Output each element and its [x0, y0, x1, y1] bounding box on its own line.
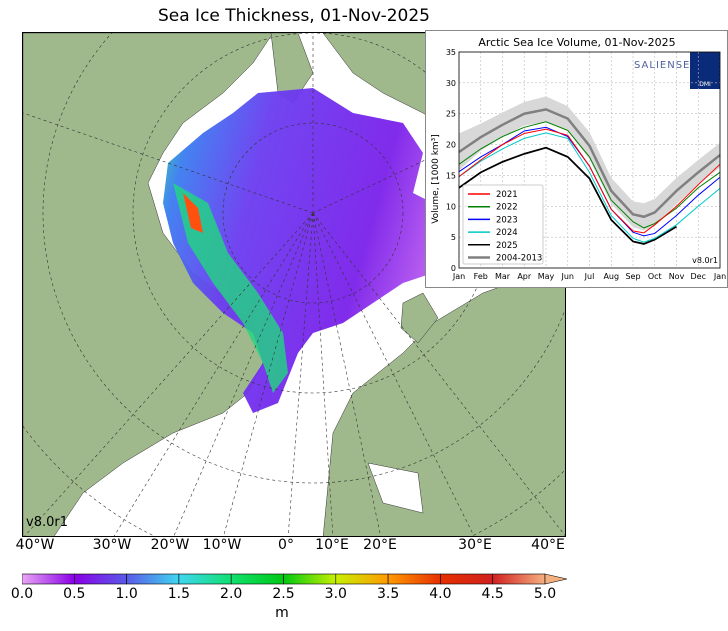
colorbar-extend-arrow: [544, 573, 568, 585]
x-tick-label: May: [538, 272, 555, 281]
lon-label: 20°E: [363, 537, 397, 553]
thick-ice-band: [173, 183, 288, 393]
series-line-2021: [458, 128, 721, 234]
colorbar-tick-label: 0.5: [63, 586, 86, 602]
volume-chart-svg: Arctic Sea Ice Volume, 01-Nov-2025 Volum…: [431, 36, 726, 281]
series-line-2024: [458, 132, 721, 243]
colorbar-segment: [230, 573, 284, 585]
map-title: Sea Ice Thickness, 01-Nov-2025: [157, 6, 430, 26]
land-white-sea: [367, 462, 424, 514]
colorbar-segment: [22, 573, 75, 585]
legend-label: 2021: [496, 190, 518, 200]
colorbar-tick-label: 1.0: [115, 586, 138, 602]
colorbar-tick-label: 3.5: [376, 586, 400, 602]
colorbar-segment: [387, 573, 441, 585]
x-tick-label: Sep: [625, 272, 640, 281]
colorbar-segment: [178, 573, 232, 585]
series-line-2004-2013: [458, 108, 721, 219]
map-version-label: v8.0r1: [26, 515, 68, 530]
y-tick-label: 20: [446, 141, 456, 150]
x-tick-label: Aug: [603, 272, 619, 281]
legend-label: 2025: [496, 241, 518, 251]
colorbar-segment: [492, 573, 546, 585]
colorbar: [22, 573, 568, 585]
x-tick-label: Oct: [648, 272, 662, 281]
x-tick-label: Jul: [584, 272, 595, 281]
chart-title: Arctic Sea Ice Volume, 01-Nov-2025: [478, 36, 675, 49]
x-tick-label: Nov: [669, 272, 685, 281]
lon-label: 40°W: [15, 537, 55, 553]
legend-label: 2004-2013: [496, 254, 542, 264]
colorbar-segment: [126, 573, 180, 585]
x-tick-label: Mar: [495, 272, 511, 281]
x-tick-label: Dec: [691, 272, 706, 281]
sea-ice-extent: [163, 88, 463, 413]
y-tick-label: 10: [446, 202, 456, 211]
y-tick-label: 5: [451, 233, 456, 242]
lon-label: 40°E: [531, 537, 565, 553]
colorbar-tick-label: 4.5: [481, 586, 504, 602]
colorbar-tick-label: 5.0: [533, 586, 557, 602]
salienseas-logo: SALIENSEAS: [634, 60, 706, 71]
chart-version: v8.0r1: [692, 256, 718, 265]
y-tick-label: 25: [446, 110, 456, 119]
x-tick-label: Apr: [517, 272, 532, 281]
dmi-logo-text: DMI: [699, 81, 711, 88]
land-svalbard: [400, 292, 439, 344]
colorbar-segment: [73, 573, 127, 585]
legend-label: 2022: [496, 203, 518, 213]
colorbar-tick-label: 2.5: [272, 586, 295, 602]
y-tick-label: 35: [446, 48, 456, 57]
colorbar-segment: [440, 573, 493, 585]
series-line-2022: [458, 121, 721, 229]
land-greenland-arctic: [270, 33, 314, 104]
lon-label: 30°E: [458, 537, 492, 553]
colorbar-tick-label: 0.0: [10, 586, 34, 602]
colorbar-segment: [335, 573, 389, 585]
legend-label: 2024: [496, 228, 518, 238]
lon-label: 30°W: [92, 537, 132, 553]
thickest-ice: [183, 193, 203, 233]
x-tick-label: Jan: [452, 272, 465, 281]
series-line-2025: [458, 146, 677, 245]
legend-label: 2023: [496, 215, 518, 225]
colorbar-tick-label: 4.0: [429, 586, 452, 602]
colorbar-tick-label: 1.5: [167, 586, 191, 602]
colorbar-tick-label: 2.0: [220, 586, 243, 602]
y-tick-label: 30: [446, 79, 456, 88]
x-tick-label: Feb: [474, 272, 488, 281]
x-tick-label: Jun: [561, 272, 575, 281]
y-tick-label: 15: [446, 171, 456, 180]
plot-frame: [458, 51, 721, 269]
lon-label: 10°E: [315, 537, 349, 553]
x-tick-label: Jan: [713, 272, 726, 281]
lon-label: 10°W: [202, 537, 242, 553]
y-axis-label: Volume, [1000 km³]: [431, 134, 441, 224]
lon-label: 0°: [278, 537, 294, 553]
colorbar-segment: [283, 573, 337, 585]
colorbar-tick-label: 3.0: [324, 586, 347, 602]
colorbar-unit: m: [275, 605, 289, 621]
y-tick-label: 0: [451, 264, 456, 273]
lon-label: 20°W: [150, 537, 190, 553]
volume-inset-chart: Arctic Sea Ice Volume, 01-Nov-2025 Volum…: [425, 30, 728, 288]
